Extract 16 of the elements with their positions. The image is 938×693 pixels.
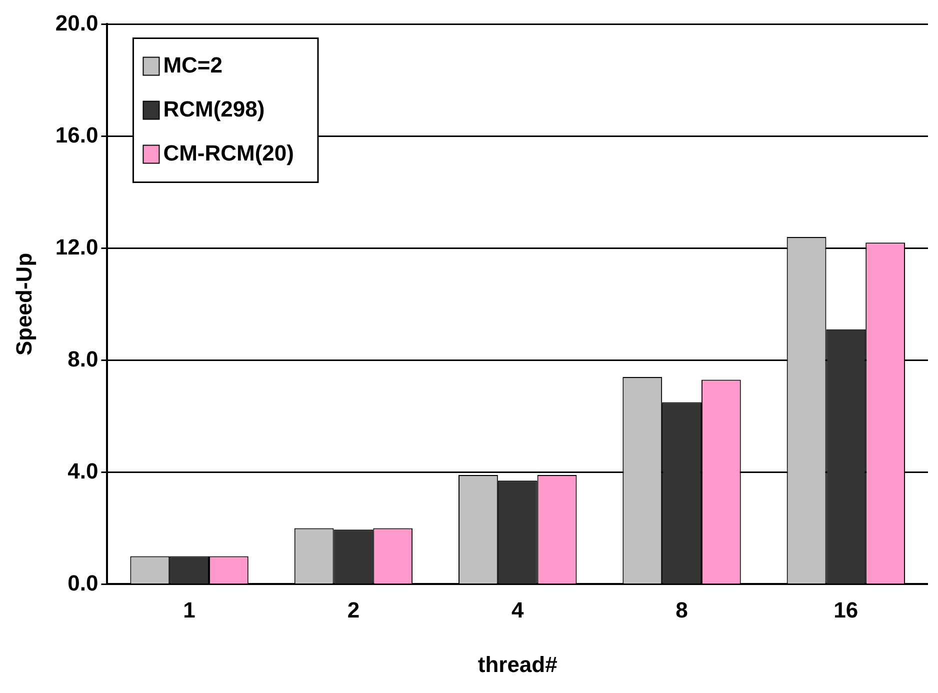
x-tick-label: 8 <box>676 597 688 622</box>
legend-label: CM-RCM(20) <box>163 140 294 166</box>
y-tick-label: 8.0 <box>68 346 98 372</box>
legend-label: RCM(298) <box>163 96 265 122</box>
y-tick-label: 12.0 <box>55 234 98 260</box>
y-tick-label: 16.0 <box>55 122 98 148</box>
y-tick-label: 4.0 <box>68 458 98 484</box>
x-tick-label: 16 <box>834 597 858 622</box>
x-tick-label: 2 <box>347 597 360 622</box>
y-tick-label: 20.0 <box>55 10 98 36</box>
y-tick-label: 0.0 <box>68 570 98 596</box>
x-tick-label: 1 <box>183 597 196 622</box>
x-tick-label: 4 <box>511 597 524 622</box>
x-axis-title: thread# <box>478 652 558 677</box>
y-axis-title: Speed-Up <box>11 252 36 356</box>
legend-label: MC=2 <box>163 52 223 78</box>
